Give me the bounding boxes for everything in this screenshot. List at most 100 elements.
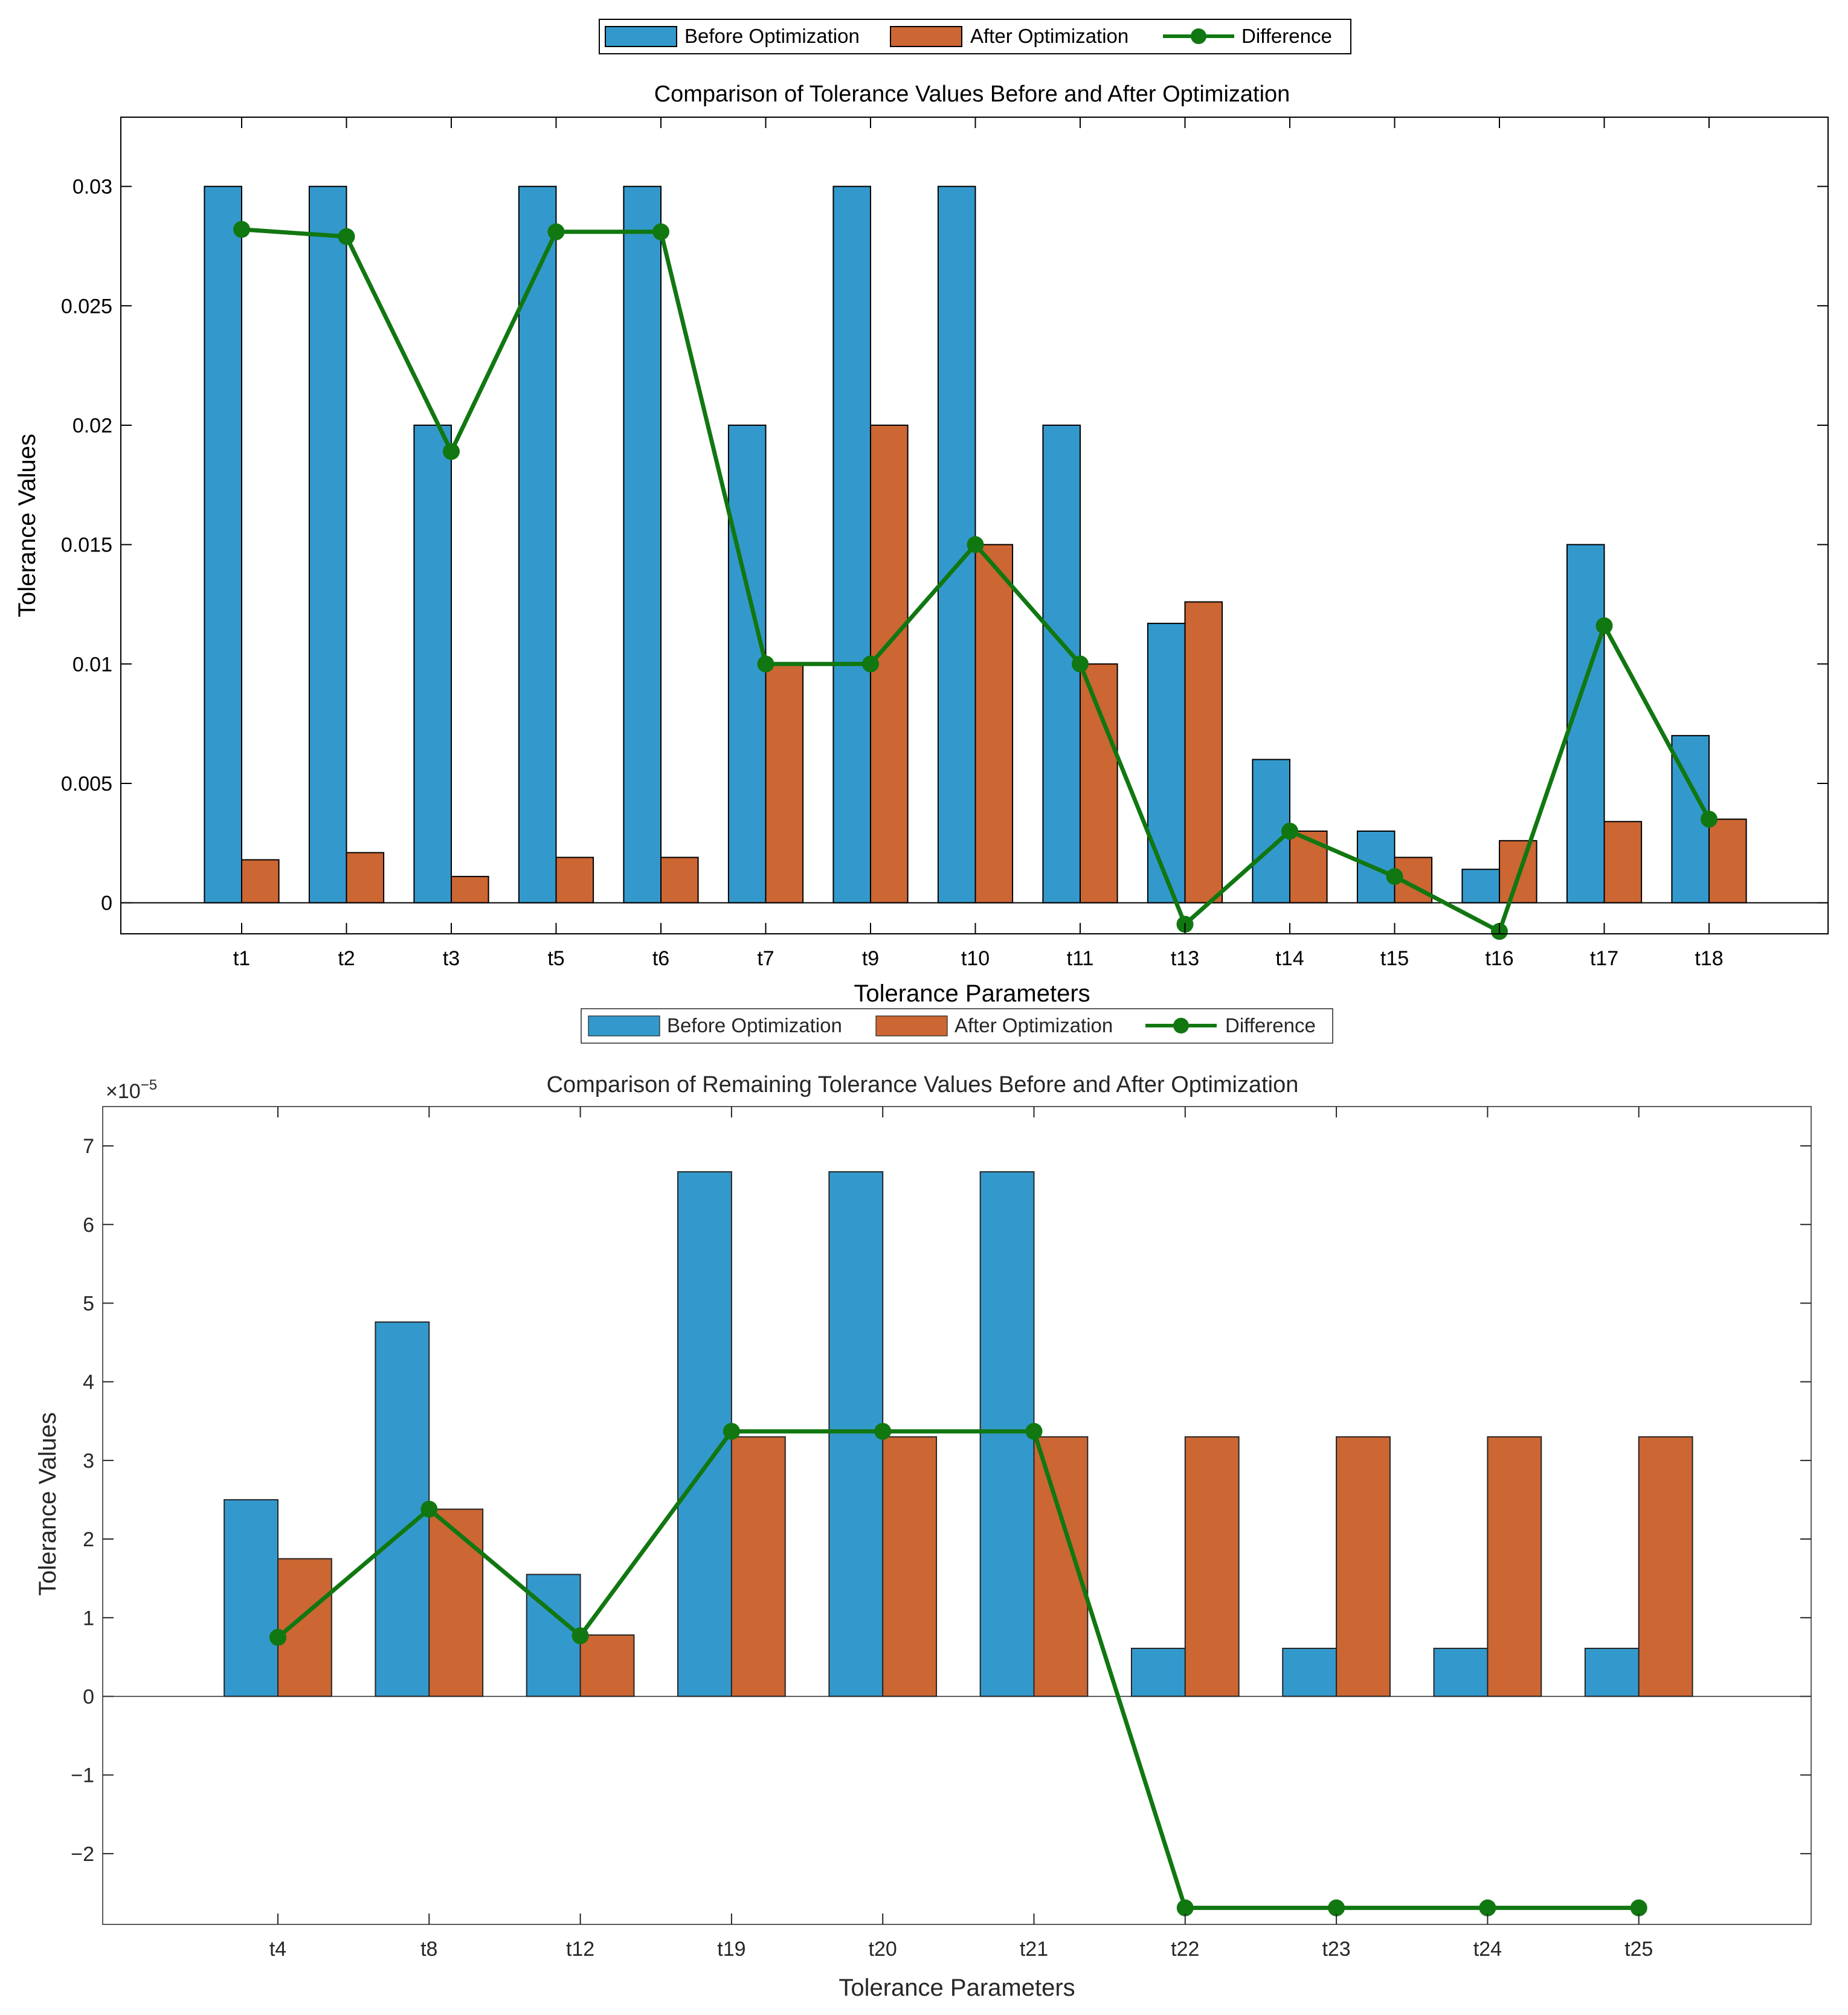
legend-before-swatch — [588, 1015, 660, 1036]
y-axis-ticks: 0 0.005 0.01 0.015 0.02 0.025 0.03 — [61, 176, 1828, 915]
difference-marker-t21 — [1025, 1422, 1043, 1440]
x-axis-label: Tolerance Parameters — [854, 980, 1090, 1007]
x-tick-label-t20: t20 — [869, 1938, 897, 1961]
difference-marker-t2 — [338, 228, 355, 245]
difference-marker-t22 — [1176, 1899, 1194, 1917]
bar-after-t23 — [1336, 1436, 1391, 1697]
difference-marker-t17 — [1595, 617, 1613, 635]
x-tick-label-t16: t16 — [1485, 947, 1513, 970]
plot-frame — [120, 117, 1829, 934]
difference-marker-t18 — [1701, 811, 1718, 828]
y-axis-ticks: −2 −1 0 1 2 3 4 5 6 7 — [71, 1135, 1811, 1866]
x-axis-label: Tolerance Parameters — [839, 1975, 1075, 2001]
y-tick-label: 0.015 — [61, 534, 112, 557]
legend-difference-marker — [1191, 28, 1206, 44]
x-tick-label-t1: t1 — [233, 947, 250, 970]
y-tick-label: 0.005 — [61, 773, 112, 795]
bar-before-t25 — [1584, 1648, 1640, 1697]
difference-markers — [269, 1422, 1647, 1917]
legend-after-label: After Optimization — [955, 1014, 1113, 1036]
bar-before-t8 — [375, 1321, 430, 1697]
y-tick-label: 3 — [83, 1450, 94, 1473]
plot-area — [103, 1107, 1811, 1924]
chart-title: Comparison of Remaining Tolerance Values… — [547, 1072, 1299, 1097]
x-tick-label-t2: t2 — [338, 947, 355, 970]
legend-difference-label: Difference — [1225, 1014, 1316, 1036]
difference-marker-t1 — [233, 220, 250, 238]
x-tick-label-t10: t10 — [961, 947, 990, 970]
x-tick-label-t12: t12 — [566, 1938, 594, 1961]
bar-after-t4 — [277, 1558, 332, 1697]
difference-marker-t9 — [862, 655, 879, 673]
y-axis-label: Tolerance Values — [14, 434, 40, 617]
bar-after-t13 — [1184, 601, 1223, 904]
y-tick-label: 0.03 — [72, 176, 112, 199]
bar-after-t19 — [730, 1436, 786, 1697]
x-tick-label-t15: t15 — [1380, 947, 1409, 970]
difference-marker-t20 — [874, 1422, 892, 1440]
difference-marker-t24 — [1479, 1899, 1496, 1917]
x-tick-label-t13: t13 — [1171, 947, 1199, 970]
bar-before-t23 — [1282, 1648, 1338, 1697]
x-tick-label-t9: t9 — [862, 947, 879, 970]
legend-before-label: Before Optimization — [667, 1014, 842, 1036]
x-tick-label-t7: t7 — [757, 947, 774, 970]
difference-marker-t14 — [1281, 823, 1298, 840]
y-axis-label: Tolerance Values — [34, 1412, 61, 1596]
bar-before-t17 — [1566, 544, 1605, 904]
y-tick-label: −1 — [71, 1764, 94, 1787]
bar-before-t9 — [832, 185, 871, 904]
legend-top: Before Optimization After Optimization D… — [599, 19, 1351, 54]
bar-after-t18 — [1708, 818, 1747, 904]
difference-marker-t5 — [547, 223, 565, 240]
x-tick-label-t17: t17 — [1590, 947, 1618, 970]
x-axis-ticks: t4 t8 t12 t19 t20 t21 t22 t23 t24 t25 — [269, 1107, 1653, 1961]
x-tick-label-t25: t25 — [1624, 1938, 1653, 1961]
bar-after-t11 — [1080, 663, 1118, 904]
bar-before-t19 — [677, 1171, 732, 1697]
y-tick-label: 0 — [101, 892, 112, 915]
bar-before-t13 — [1147, 623, 1186, 904]
difference-marker-t23 — [1328, 1899, 1345, 1917]
bar-after-t10 — [974, 544, 1014, 904]
x-tick-label-t5: t5 — [547, 947, 564, 970]
bar-after-t20 — [882, 1436, 938, 1697]
bar-before-t1 — [204, 185, 242, 904]
x-tick-label-t22: t22 — [1171, 1938, 1199, 1961]
bar-before-t3 — [413, 424, 452, 904]
y-tick-label: −2 — [71, 1843, 94, 1866]
x-tick-label-t8: t8 — [420, 1938, 437, 1961]
x-tick-label-t3: t3 — [443, 947, 460, 970]
plot-frame — [102, 1106, 1812, 1925]
y-tick-label: 0.025 — [61, 295, 112, 318]
x-tick-label-t18: t18 — [1695, 947, 1723, 970]
bars — [224, 1171, 1693, 1697]
legend-after-swatch — [875, 1015, 948, 1036]
bar-before-t2 — [308, 185, 347, 904]
difference-marker-t15 — [1386, 868, 1403, 885]
chart-title: Comparison of Tolerance Values Before an… — [654, 82, 1290, 107]
legend-bottom: Before Optimization After Optimization D… — [581, 1008, 1333, 1044]
bar-after-t3 — [451, 876, 489, 904]
bar-before-t16 — [1461, 869, 1500, 904]
legend-difference-label: Difference — [1241, 25, 1332, 47]
x-axis-ticks: t1 t2 t3 t5 t6 t7 t9 t10 t11 t13 t14 t15 t16 t17 t18 — [233, 117, 1724, 970]
y-tick-label: 2 — [83, 1528, 94, 1551]
chart-bottom: Before Optimization After Optimization D… — [34, 1008, 1812, 2001]
y-axis-exponent: ×10−5 — [106, 1077, 157, 1103]
y-tick-label: 1 — [83, 1607, 94, 1630]
legend-after-swatch — [890, 26, 962, 47]
bar-before-t5 — [518, 185, 557, 904]
difference-marker-t11 — [1072, 655, 1089, 673]
bars — [204, 185, 1747, 904]
x-tick-label-t19: t19 — [717, 1938, 745, 1961]
bar-after-t7 — [765, 663, 804, 904]
bar-after-t24 — [1487, 1436, 1542, 1697]
bar-after-t21 — [1033, 1436, 1089, 1697]
difference-marker-t19 — [723, 1422, 740, 1440]
difference-line — [276, 1429, 1639, 1911]
x-tick-label-t4: t4 — [269, 1938, 286, 1961]
legend-before-label: Before Optimization — [684, 25, 860, 47]
bar-after-t1 — [241, 859, 280, 904]
x-tick-label-t6: t6 — [652, 947, 669, 970]
